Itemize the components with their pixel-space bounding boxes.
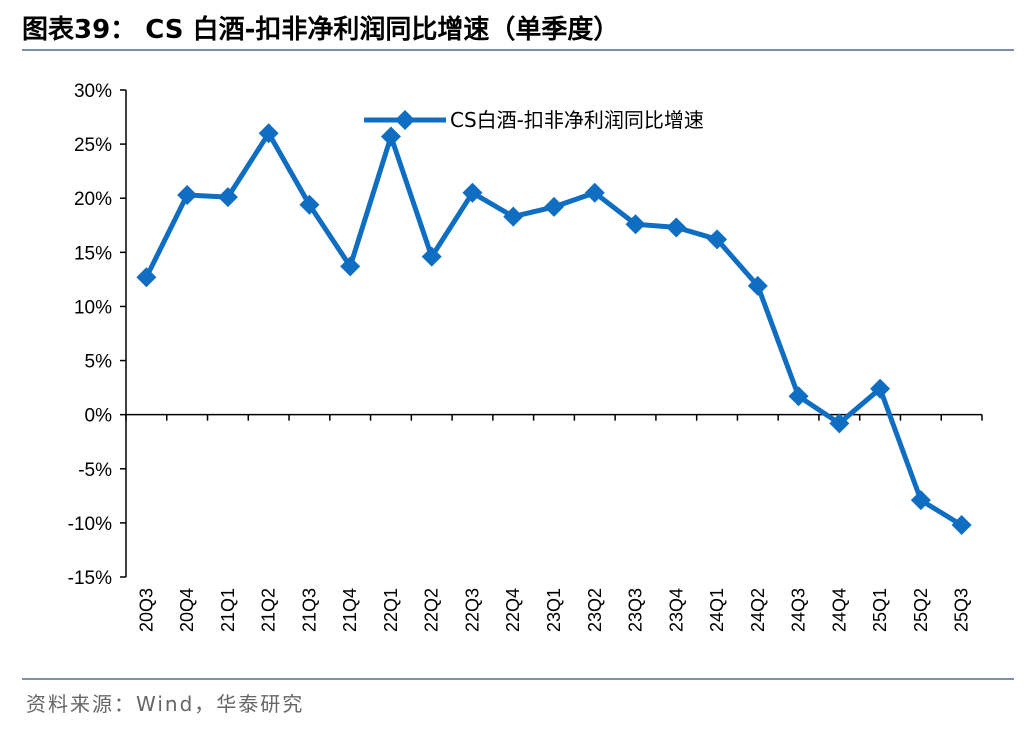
y-tick-label: 0% (85, 406, 113, 427)
x-tick-label: 21Q4 (340, 588, 360, 632)
legend: CS白酒-扣非净利润同比增速 (364, 108, 704, 132)
data-point-marker (136, 267, 157, 288)
data-point-marker (462, 182, 483, 203)
x-tick-label: 25Q1 (870, 588, 890, 632)
y-tick-label: -15% (68, 568, 112, 589)
x-tick-label: 25Q2 (911, 588, 931, 632)
x-axis-ticks: 20Q3 20Q4 21Q1 21Q2 21Q3 21Q4 22Q1 22Q2 22Q3 22Q4… (125, 414, 983, 632)
data-point-marker (829, 413, 850, 434)
y-tick-label: -5% (78, 460, 112, 481)
x-tick-label: 24Q2 (748, 588, 768, 632)
data-point-marker (503, 206, 524, 227)
x-tick-label: 20Q3 (136, 588, 156, 632)
x-tick-label: 21Q3 (299, 588, 319, 632)
data-point-marker (177, 184, 198, 205)
y-tick-label: 30% (74, 81, 112, 102)
data-point-marker (910, 490, 931, 511)
data-point-marker (747, 275, 768, 296)
data-point-marker (544, 196, 564, 217)
data-point-marker (380, 126, 401, 147)
data-point-marker (666, 217, 687, 238)
x-tick-label: 21Q1 (218, 588, 238, 632)
y-tick-label: 15% (74, 243, 112, 264)
x-tick-label: 24Q1 (707, 588, 727, 632)
data-point-marker (584, 182, 605, 203)
y-tick-label: -10% (68, 514, 112, 535)
data-point-marker (217, 187, 238, 208)
source-divider (22, 678, 1014, 680)
line-chart: 30%25%20%15%10%5%0%-5%-10%-15% 20Q3 20Q4 2… (68, 81, 983, 632)
data-point-marker (788, 386, 809, 407)
data-point-marker (421, 246, 442, 267)
data-point-marker (340, 256, 361, 277)
source-note: 资料来源：Wind，华泰研究 (26, 692, 305, 716)
x-tick-label: 22Q1 (381, 588, 401, 632)
legend-label: CS白酒-扣非净利润同比增速 (450, 108, 704, 132)
series-group (136, 123, 972, 536)
y-tick-label: 25% (74, 135, 112, 156)
data-point-marker (870, 378, 891, 399)
y-axis-ticks: 30% 25% 20% 15% 10% 5% 0% -5% -10% -15% (68, 81, 126, 589)
series-line (144, 130, 963, 528)
x-tick-label: 20Q4 (177, 588, 197, 632)
data-point-marker (707, 229, 728, 250)
x-tick-label: 22Q4 (503, 588, 523, 632)
x-tick-label: 23Q4 (666, 588, 686, 632)
x-tick-label: 23Q3 (626, 588, 646, 632)
x-tick-label: 21Q2 (259, 588, 279, 632)
y-tick-label: 5% (85, 352, 113, 373)
x-tick-label: 22Q3 (462, 588, 482, 632)
x-tick-label: 25Q3 (952, 588, 972, 632)
chart-axes (125, 90, 982, 577)
x-tick-label: 24Q3 (789, 588, 809, 632)
x-tick-label: 23Q2 (585, 588, 605, 632)
data-point-marker (951, 515, 972, 536)
y-tick-label: 10% (74, 297, 112, 318)
figure-title: 图表39： CS 白酒-扣非净利润同比增速（单季度） (22, 15, 620, 45)
data-point-marker (625, 214, 646, 235)
legend-marker-swatch (395, 110, 415, 130)
x-tick-label: 23Q1 (544, 588, 564, 632)
title-divider (22, 49, 1014, 51)
x-tick-label: 22Q2 (422, 588, 442, 632)
data-point-marker (299, 194, 320, 215)
y-tick-label: 20% (74, 189, 112, 210)
x-tick-label: 24Q4 (829, 588, 849, 632)
